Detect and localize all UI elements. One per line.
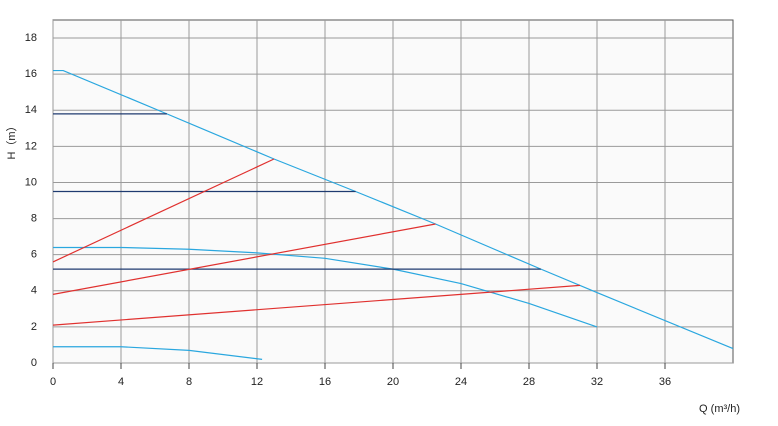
y-tick-label: 8	[31, 212, 37, 224]
x-tick-label: 12	[251, 376, 263, 388]
y-axis-label: H（m）	[5, 120, 18, 159]
x-tick-label: 20	[387, 376, 399, 388]
x-tick-label: 28	[523, 376, 535, 388]
y-tick-label: 10	[25, 176, 37, 188]
curve	[53, 346, 263, 360]
y-tick-label: 12	[25, 140, 37, 152]
x-axis-label: Q (m³/h)	[699, 403, 740, 415]
x-tick-label: 4	[118, 376, 124, 388]
x-tick-label: 24	[455, 376, 467, 388]
y-tick-label: 2	[31, 321, 37, 333]
y-tick-label: 0	[31, 357, 37, 369]
y-tick-label: 18	[25, 32, 37, 44]
x-tick-label: 8	[186, 376, 192, 388]
y-tick-label: 6	[31, 249, 37, 261]
y-tick-label: 4	[31, 285, 37, 297]
x-tick-label: 0	[50, 376, 56, 388]
y-tick-label: 14	[25, 104, 37, 116]
x-tick-label: 32	[591, 376, 603, 388]
y-tick-label: 16	[25, 68, 37, 80]
curve	[52, 223, 436, 295]
curve	[52, 284, 581, 326]
x-tick-label: 36	[659, 376, 671, 388]
x-tick-label: 16	[319, 376, 331, 388]
curve	[52, 158, 275, 263]
curve	[53, 246, 598, 328]
